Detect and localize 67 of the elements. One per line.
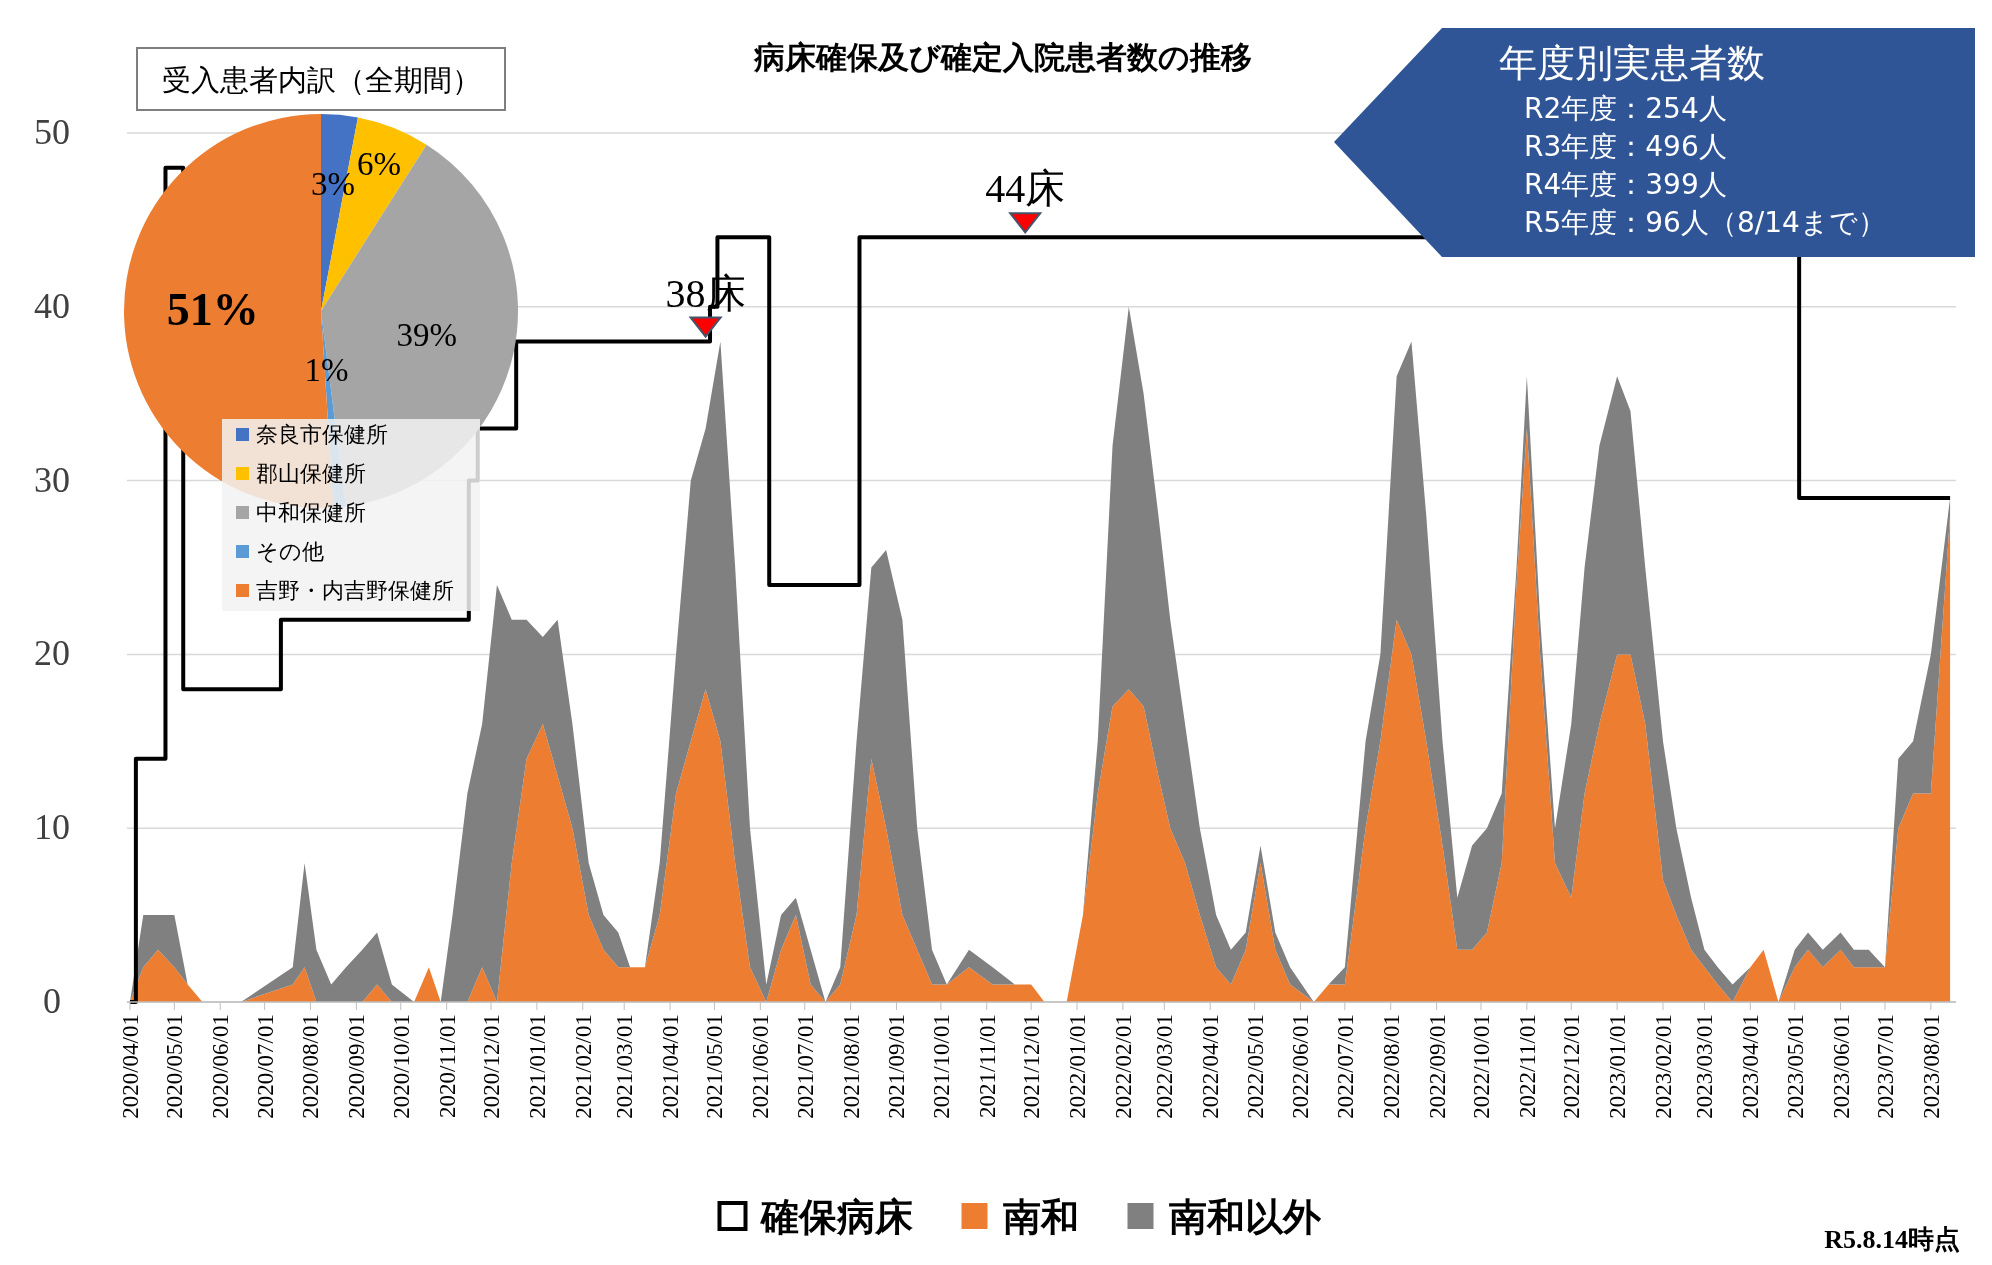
x-tick-label: 2022/01/01 [1065,1014,1091,1119]
x-tick-label: 2022/06/01 [1288,1014,1314,1119]
chart-title: 受入患者内訳（全期間） [161,63,481,97]
x-tick-label: 2023/01/01 [1605,1014,1631,1119]
x-tick-label: 2022/02/01 [1110,1014,1136,1119]
x-tick-label: 2023/05/01 [1782,1014,1808,1119]
x-tick-label: 2022/05/01 [1242,1014,1268,1119]
x-tick-label: 2022/12/01 [1559,1014,1585,1119]
x-tick-label: 2021/03/01 [612,1014,638,1119]
x-tick-label: 2022/08/01 [1378,1014,1404,1119]
chart-title: 病床確保及び確定入院患者数の推移 [753,39,1252,75]
x-tick-label: 2023/02/01 [1651,1014,1676,1119]
x-tick-label: 2022/09/01 [1424,1014,1450,1119]
x-tick-label: 2023/03/01 [1692,1014,1718,1119]
legend-label: 中和保健所 [256,500,366,525]
x-tick-label: 2020/06/01 [208,1014,234,1119]
legend-label: 南和 [1002,1195,1079,1239]
x-tick-label: 2020/08/01 [298,1014,324,1119]
data-label: 6% [357,146,402,183]
x-tick-label: 2022/11/01 [1514,1014,1540,1118]
x-tick-label: 2021/10/01 [928,1014,954,1119]
y-tick-label: 0 [43,981,61,1021]
x-tick-label: 2021/07/01 [792,1014,818,1119]
annotation: R4年度：399人 [1524,168,1727,201]
x-tick-label: 2021/12/01 [1019,1014,1045,1119]
x-tick-label: 2022/03/01 [1152,1014,1178,1119]
x-tick-label: 2022/07/01 [1332,1014,1358,1119]
x-tick-label: 2020/07/01 [252,1014,278,1119]
x-tick-label: 2020/10/01 [388,1014,414,1119]
x-tick-label: 2023/08/01 [1918,1014,1944,1119]
data-label: 39% [396,316,457,353]
annotation: 44床 [985,166,1066,212]
legend-label: 郡山保健所 [256,461,366,486]
annotation: R5年度：96人（8/14まで） [1524,206,1886,239]
x-tick-label: 2021/09/01 [884,1014,910,1119]
legend-label: 吉野・内吉野保健所 [256,578,454,603]
x-tick-label: 2023/06/01 [1828,1014,1854,1119]
y-tick-label: 20 [34,633,70,674]
x-tick-label: 2020/12/01 [479,1014,505,1119]
x-tick-label: 2020/04/01 [117,1014,143,1119]
text: R5.8.14時点 [1824,1225,1960,1254]
text: 年度別実患者数 [1499,41,1765,85]
y-tick-label: 40 [34,285,70,326]
x-tick-label: 2022/10/01 [1468,1014,1494,1119]
y-tick-label: 30 [34,459,70,500]
x-tick-label: 2020/09/01 [344,1014,370,1119]
data-label: 51% [166,284,259,336]
x-tick-label: 2023/04/01 [1738,1014,1764,1119]
y-tick-label: 50 [34,112,70,152]
x-tick-label: 2021/06/01 [748,1014,774,1119]
legend-label: その他 [256,539,324,564]
legend-label: 奈良市保健所 [256,422,388,447]
x-tick-label: 2020/11/01 [434,1014,460,1118]
x-tick-label: 2023/07/01 [1872,1014,1898,1119]
x-tick-label: 2021/04/01 [658,1014,684,1119]
annotation: R3年度：496人 [1524,130,1727,163]
text: R2年度：254人 [1524,92,1727,125]
x-tick-label: 2021/08/01 [838,1014,864,1119]
y-tick-label: 10 [34,807,70,848]
x-tick-label: 2021/11/01 [974,1014,1000,1118]
x-tick-label: 2022/04/01 [1198,1014,1224,1119]
x-tick-label: 2021/05/01 [702,1014,728,1119]
x-tick-label: 2021/01/01 [524,1014,550,1119]
x-tick-label: 2021/02/01 [570,1014,596,1119]
x-tick-label: 2020/05/01 [162,1014,188,1119]
legend-label: 確保病床 [758,1195,913,1239]
legend-label: 南和以外 [1168,1195,1322,1239]
